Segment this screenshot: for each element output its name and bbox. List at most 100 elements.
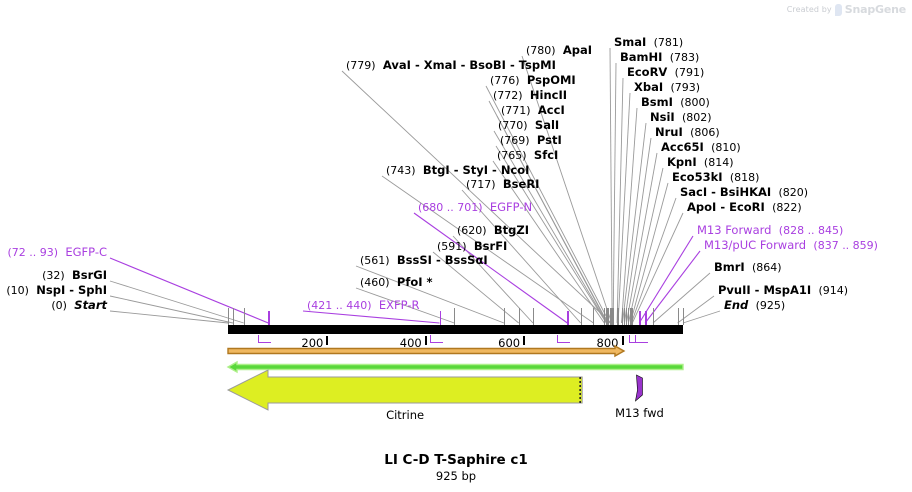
feature-position-bseri: (717) [466,178,496,191]
enzyme-name: XbaI [634,80,664,94]
feature-name-apoi: ApoI - EcoRI [687,200,765,214]
feature-label-acci[interactable]: (771) AccI [501,104,565,117]
feature-label-start[interactable]: (0) Start [51,299,107,312]
feature-position-sali: (770) [498,119,528,132]
enzyme-name: AvaI [382,58,411,72]
feature-label-pspomi[interactable]: (776) PspOMI [490,74,576,87]
site-tick-bsrgi [243,308,245,325]
enzyme-name: Eco53kI [672,170,723,184]
primer-tick-exfp-r [439,311,441,325]
feature-label-m13-fwd-primer[interactable]: M13 Forward (828 .. 845) [697,224,843,237]
enzyme-name: NruI [655,125,683,139]
feature-label-btgi[interactable]: (743) BtgI - StyI - NcoI [386,164,529,177]
feature-label-nrui[interactable]: NruI (806) [655,126,720,139]
feature-name-m13-fwd-primer: M13 Forward [697,223,771,237]
feature-label-egfp-n[interactable]: (680 .. 701) EGFP-N [418,201,532,214]
enzyme-name: BsrFI [473,239,508,253]
feature-name-smai: SmaI [614,35,646,49]
site-tick-pspomi [609,308,611,325]
feature-label-saci[interactable]: SacI - BsiHKAI (820) [680,186,808,199]
feature-label-egfp-c[interactable]: (72 .. 93) EGFP-C [7,246,107,259]
snapgene-watermark: Created by SnapGene [787,3,906,16]
feature-name-bsrfi: BsrFI [474,239,507,253]
primer-tick-egfp-n [567,311,569,325]
site-tick-btgi [593,308,595,325]
feature-position-smai: (781) [653,36,684,49]
feature-label-pfoi[interactable]: (460) PfoI * [360,276,433,289]
enzyme-name: EcoRI [729,200,765,214]
feature-label-bsrfi[interactable]: (591) BsrFI [437,240,507,253]
feature-name-end: End [724,298,748,312]
enzyme-name: BamHI [620,50,663,64]
feature-label-bsmi[interactable]: BsmI (800) [641,96,710,109]
sequence-backbone-baseline [228,332,683,334]
feature-label-nspi[interactable]: (10) NspI - SphI [6,284,107,297]
feature-name-pspomi: PspOMI [527,73,576,87]
feature-label-sfci[interactable]: (765) SfcI [497,149,558,162]
feature-label-apoi[interactable]: ApoI - EcoRI (822) [687,201,802,214]
feature-position-pvuii: (914) [818,284,849,297]
feature-position-end: (925) [755,299,786,312]
feature-label-smai[interactable]: SmaI (781) [614,36,683,49]
feature-position-nspi: (10) [6,284,29,297]
feature-label-avai[interactable]: (779) AvaI - XmaI - BsoBI - TspMI [346,59,556,72]
feature-label-end[interactable]: End (925) [724,299,785,312]
sequence-length-label: 925 bp [435,469,477,483]
feature-label-eco53ki[interactable]: Eco53kI (818) [672,171,759,184]
feature-label-btgzi[interactable]: (620) BtgZI [457,224,529,237]
name-separator: - [716,200,730,214]
feature-name-apai: ApaI [563,43,592,57]
sequence-backbone[interactable] [228,325,683,332]
feature-label-kpni[interactable]: KpnI (814) [667,156,734,169]
feature-label-ecorv[interactable]: EcoRV (791) [627,66,704,79]
feature-label-hincii[interactable]: (772) HincII [493,89,567,102]
site-tick-apoi [632,308,634,325]
feature-label-apai[interactable]: (780) ApaI [526,44,592,57]
feature-label-bmri[interactable]: BmrI (864) [714,261,782,274]
feature-name-exfp-r: EXFP-R [379,298,420,312]
enzyme-name: BsrGI [72,268,107,282]
name-separator: - [456,58,470,72]
feature-label-m13-puc-fwd[interactable]: M13/pUC Forward (837 .. 859) [704,239,878,252]
feature-label-pvuii[interactable]: PvuII - MspA1I (914) [718,284,848,297]
feature-label-bseri[interactable]: (717) BseRI [466,178,539,191]
feature-position-btgzi: (620) [457,224,487,237]
feature-label-acc65i[interactable]: Acc65I (810) [661,141,741,154]
feature-label-bsrgi[interactable]: (32) BsrGI [42,269,107,282]
feature-position-m13-fwd-primer: (828 .. 845) [778,224,844,237]
feature-name-eco53ki: Eco53kI [672,170,723,184]
feature-label-bamhi[interactable]: BamHI (783) [620,51,699,64]
feature-label-psti[interactable]: (769) PstI [500,134,562,147]
feature-name-pfoi: PfoI * [397,275,433,289]
feature-position-exfp-r: (421 .. 440) [307,299,372,312]
name-separator: - [410,58,424,72]
feature-label-nsii[interactable]: NsiI (802) [650,111,712,124]
feature-name-m13-puc-fwd: M13/pUC Forward [704,238,806,252]
feature-label-sali[interactable]: (770) SalI [498,119,559,132]
citrine-cds-track[interactable] [226,369,583,411]
feature-position-pfoi: (460) [360,276,390,289]
feature-name-pvuii: PvuII - MspA1I [718,283,811,297]
feature-label-xbai[interactable]: XbaI (793) [634,81,700,94]
feature-name-nsii: NsiI [650,110,675,124]
feature-position-bsssi: (561) [360,254,390,267]
enzyme-name: BssSI [396,253,432,267]
enzyme-name: BmrI [714,260,745,274]
feature-label-exfp-r[interactable]: (421 .. 440) EXFP-R [307,299,419,312]
feature-name-sfci: SfcI [534,148,558,162]
feature-name-psti: PstI [537,133,562,147]
feature-position-bsrfi: (591) [437,240,467,253]
promoter-arrow-track[interactable] [227,344,626,358]
enzyme-name: SacI [680,185,708,199]
enzyme-name: End [724,298,749,312]
track-label-m13fwd: M13 fwd [615,406,664,420]
site-tick-bseri [580,308,582,325]
orf-arrow-track[interactable] [226,360,684,374]
name-separator: - [431,253,445,267]
enzyme-name: HincII [529,88,568,102]
m13-fwd-primer-track[interactable] [635,374,643,402]
ruler-tick-600 [523,336,526,345]
feature-label-bsssi[interactable]: (561) BssSI - BssSαI [360,254,488,267]
enzyme-name: M13/pUC Forward [704,238,807,252]
